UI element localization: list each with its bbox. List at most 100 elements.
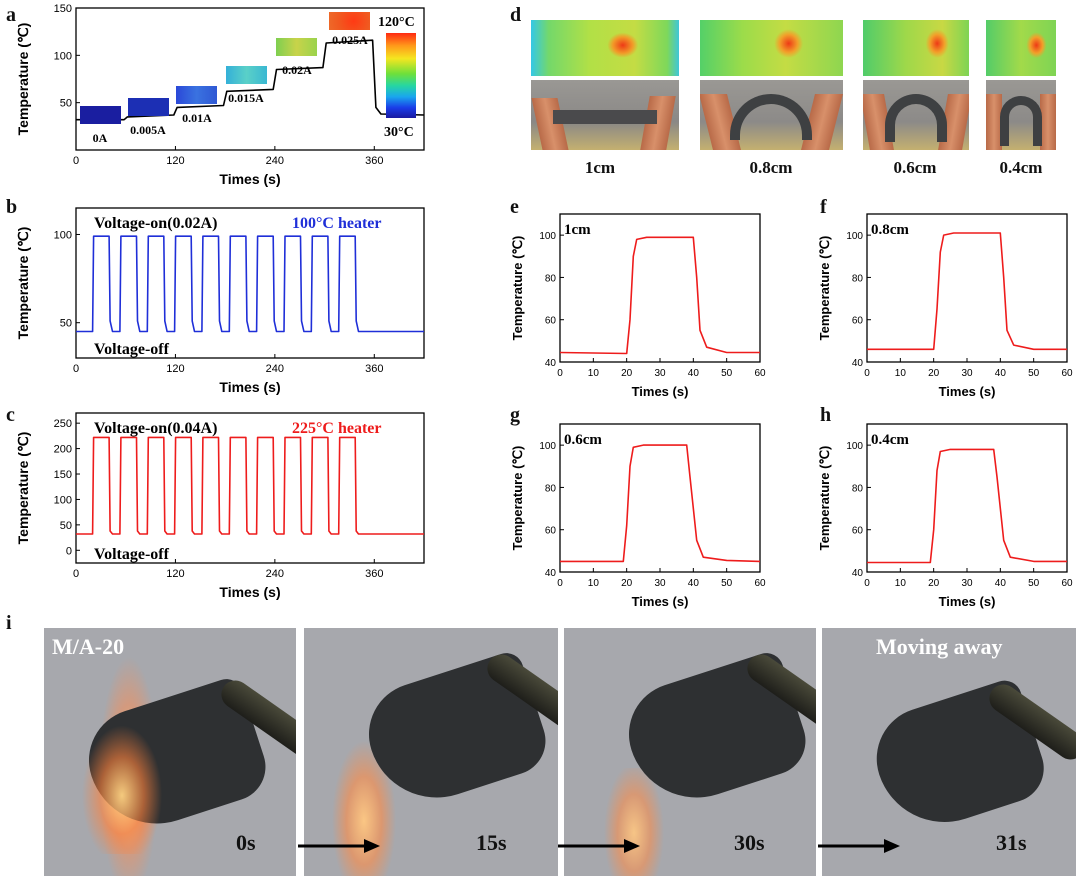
current-label: 0.015A [228, 91, 264, 105]
series-line [867, 232, 1067, 351]
x-tick-label: 50 [721, 578, 733, 589]
x-axis-label: Times (s) [632, 384, 689, 399]
x-axis-label: Times (s) [939, 594, 996, 609]
arrow-0s-15s [298, 839, 380, 853]
panel-letter-a: a [6, 4, 16, 26]
x-tick-label: 20 [928, 368, 940, 379]
chart-f: 0 10 20 30 40 50 60 40 60 80 100 Times (s) Temperatu… [817, 213, 1073, 399]
x-axis-label: Times (s) [632, 594, 689, 609]
thermal-image-1cm [531, 20, 679, 76]
photo-0.4cm [986, 80, 1056, 150]
x-tick-label: 50 [1028, 578, 1040, 589]
x-tick-label: 240 [266, 155, 284, 167]
d-label-1cm: 1cm [584, 158, 616, 177]
panel-letter-f: f [820, 196, 827, 218]
y-tick-label: 50 [60, 318, 72, 330]
x-tick-label: 10 [895, 368, 907, 379]
voltage-on-label: Voltage-on(0.04A) [94, 420, 217, 437]
x-tick-label: 120 [166, 155, 184, 167]
heater-label: 100°C heater [292, 215, 381, 232]
series-line [867, 448, 1067, 564]
y-tick-label: 100 [54, 494, 72, 506]
y-tick-label: 50 [60, 520, 72, 532]
current-label: 0.01A [182, 111, 212, 125]
x-tick-label: 240 [266, 568, 284, 580]
thermal-swatch-0.015a [226, 66, 267, 84]
flame-time-31s: 31s [996, 830, 1027, 855]
current-label: 0A [93, 131, 108, 145]
plot-frame [75, 7, 425, 151]
flame-frame-15s [304, 628, 558, 876]
y-tick-label: 50 [60, 98, 72, 110]
x-tick-label: 50 [721, 368, 733, 379]
y-tick-label: 100 [846, 441, 863, 452]
y-tick-label: 40 [545, 568, 557, 579]
chart-h: 0 10 20 30 40 50 60 40 60 80 100 Times (s) Temperatu… [817, 423, 1073, 609]
thermal-swatch-0.02a [276, 38, 317, 56]
plot-frame [75, 412, 425, 564]
y-axis-label: Temperature (℃) [817, 236, 832, 341]
flame-time-15s: 15s [476, 830, 507, 855]
x-tick-label: 60 [754, 368, 766, 379]
chart-g: 0 10 20 30 40 50 60 40 60 80 100 Times (s) Temperatu… [510, 423, 766, 609]
length-label: 0.4cm [871, 432, 909, 448]
photo-1cm [531, 80, 679, 150]
flame-time-0s: 0s [236, 830, 256, 855]
panel-letter-h: h [820, 404, 832, 426]
flame-time-30s: 30s [734, 830, 765, 855]
x-tick-label: 0 [864, 368, 870, 379]
x-tick-label: 10 [895, 578, 907, 589]
y-tick-label: 150 [54, 3, 72, 15]
y-axis-label: Temperature (℃) [15, 432, 31, 545]
y-tick-label: 100 [846, 231, 863, 242]
x-tick-label: 60 [1061, 578, 1073, 589]
x-tick-label: 20 [621, 578, 633, 589]
y-tick-label: 80 [852, 273, 864, 284]
x-tick-label: 30 [654, 578, 666, 589]
y-tick-label: 80 [545, 273, 557, 284]
current-label: 0.005A [130, 123, 166, 137]
y-tick-label: 100 [539, 231, 556, 242]
panel-letter-b: b [6, 196, 18, 218]
d-label-0.6cm: 0.6cm [893, 158, 937, 177]
chart-b: 0 120 240 360 50 100 Times (s) Temperature (℃) V… [15, 207, 425, 395]
y-tick-label: 60 [852, 316, 864, 327]
series-line [76, 235, 424, 333]
arrow-15s-30s [558, 839, 640, 853]
y-tick-label: 200 [54, 444, 72, 456]
y-tick-label: 250 [54, 418, 72, 430]
y-tick-label: 80 [852, 483, 864, 494]
x-axis-label: Times (s) [219, 379, 280, 395]
chart-a: 0 120 240 360 50 100 150 Times (s) Temperature (… [15, 3, 425, 187]
y-tick-label: 100 [54, 50, 72, 62]
x-tick-label: 30 [961, 578, 973, 589]
x-tick-label: 20 [621, 368, 633, 379]
x-tick-label: 60 [1061, 368, 1073, 379]
x-tick-label: 360 [365, 363, 383, 375]
colorbar-min-label: 30°C [384, 125, 414, 140]
x-tick-label: 40 [995, 368, 1007, 379]
x-tick-label: 40 [688, 578, 700, 589]
y-tick-label: 60 [545, 316, 557, 327]
flame-sample-title: M/A-20 [52, 634, 125, 659]
x-axis-label: Times (s) [219, 584, 280, 600]
series-line [76, 436, 424, 535]
series-line [559, 236, 760, 355]
thermal-swatch-0.01a [176, 86, 217, 104]
x-tick-label: 10 [588, 578, 600, 589]
panel-letter-c: c [6, 404, 15, 426]
x-tick-label: 40 [688, 368, 700, 379]
y-tick-label: 100 [539, 441, 556, 452]
y-tick-label: 150 [54, 469, 72, 481]
length-label: 0.8cm [871, 222, 909, 238]
panel-letter-d: d [510, 4, 522, 26]
y-tick-label: 80 [545, 483, 557, 494]
photo-0.6cm [863, 80, 969, 150]
y-tick-label: 40 [545, 358, 557, 369]
x-tick-label: 0 [73, 155, 79, 167]
y-axis-label: Temperature (℃) [15, 227, 31, 340]
thermal-swatch-0.005a [128, 98, 169, 116]
length-label: 0.6cm [564, 432, 602, 448]
x-tick-label: 50 [1028, 368, 1040, 379]
x-tick-label: 0 [557, 578, 563, 589]
